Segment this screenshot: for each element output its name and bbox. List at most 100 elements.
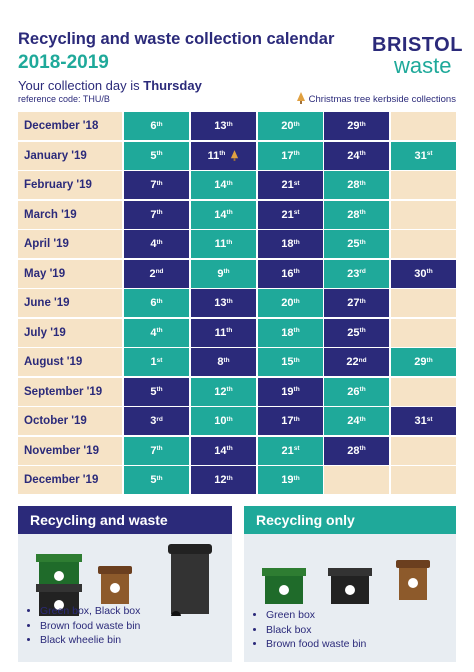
day-suffix: th: [156, 445, 163, 452]
day-number: 28: [347, 208, 360, 221]
panel: Recycling only Green boxBlack boxBrown fo…: [244, 506, 456, 662]
day-number: 11: [214, 326, 227, 339]
day-number: 19: [281, 385, 294, 398]
month-label: December '18: [18, 112, 122, 140]
day-number: 6: [150, 297, 157, 309]
day-number: 14: [214, 208, 227, 221]
month-label: May '19: [18, 259, 122, 288]
day-suffix: th: [293, 327, 300, 334]
day-suffix: st: [293, 209, 300, 216]
day-number: 7: [150, 179, 157, 191]
month-label: April '19: [18, 230, 122, 258]
day-number: 31: [414, 415, 427, 427]
day-suffix: th: [226, 179, 233, 187]
day-number: 20: [281, 297, 294, 309]
month-label: November '19: [18, 436, 122, 465]
day-number: 14: [214, 179, 227, 191]
day-suffix: th: [223, 268, 230, 275]
day-suffix: th: [226, 474, 233, 482]
collection-day: Your collection day is Thursday: [18, 78, 202, 93]
day-suffix: th: [226, 415, 233, 423]
month-label: December '19: [18, 466, 122, 494]
month-label: June '19: [18, 289, 122, 317]
day-number: 13: [214, 297, 227, 309]
day-number: 26: [347, 385, 360, 398]
day-suffix: th: [359, 415, 366, 423]
icons: [18, 536, 232, 621]
day-suffix: th: [359, 120, 366, 128]
day-suffix: th: [293, 238, 300, 246]
years: 2018-2019: [18, 52, 109, 73]
day-number: 27: [347, 297, 360, 309]
day-number: 9: [217, 267, 224, 280]
item-list: Green boxBlack boxBrown food waste bin: [252, 608, 366, 652]
day-suffix: th: [156, 474, 163, 482]
item: Black wheelie bin: [40, 633, 140, 648]
day-suffix: th: [359, 209, 366, 216]
day-suffix: th: [359, 327, 366, 334]
day-suffix: th: [156, 150, 163, 157]
day-number: 18: [281, 326, 294, 339]
day-suffix: th: [156, 238, 163, 246]
day-number: 4: [150, 326, 157, 339]
day-number: 14: [214, 444, 227, 457]
day-suffix: th: [359, 445, 366, 452]
day-number: 6: [150, 120, 157, 132]
day-number: 21: [281, 208, 294, 221]
empty-cell: [391, 171, 456, 199]
day-number: 3: [150, 415, 157, 427]
day-number: 17: [281, 149, 294, 162]
day-number: 25: [347, 326, 360, 339]
day-number: 21: [281, 444, 294, 457]
logo-bottom: waste: [394, 53, 452, 78]
tree-legend-text: Christmas tree kerbside collections: [308, 94, 456, 105]
day-suffix: th: [359, 297, 366, 305]
day-suffix: th: [156, 327, 163, 334]
empty-cell: [391, 466, 456, 494]
day-number: 1: [150, 356, 157, 368]
logo-top: BRISTOL: [372, 34, 463, 56]
day-number: 24: [347, 149, 360, 162]
day-suffix: th: [359, 386, 366, 393]
day-number: 8: [217, 356, 224, 368]
day-number: 24: [347, 415, 360, 427]
day-suffix: th: [293, 386, 300, 393]
day-number: 7: [150, 208, 157, 221]
day-number: 7: [150, 444, 157, 457]
empty-cell: [391, 289, 456, 317]
day-number: 11: [207, 149, 220, 162]
empty-cell: [391, 112, 456, 140]
item-list: Green box, Black boxBrown food waste bin…: [26, 604, 140, 648]
day-number: 18: [281, 238, 294, 250]
day-suffix: th: [156, 209, 163, 216]
day-number: 25: [347, 238, 360, 250]
empty-cell: [391, 200, 456, 229]
month-label: August '19: [18, 348, 122, 376]
month-label: September '19: [18, 377, 122, 406]
item: Green box, Black box: [40, 604, 140, 619]
